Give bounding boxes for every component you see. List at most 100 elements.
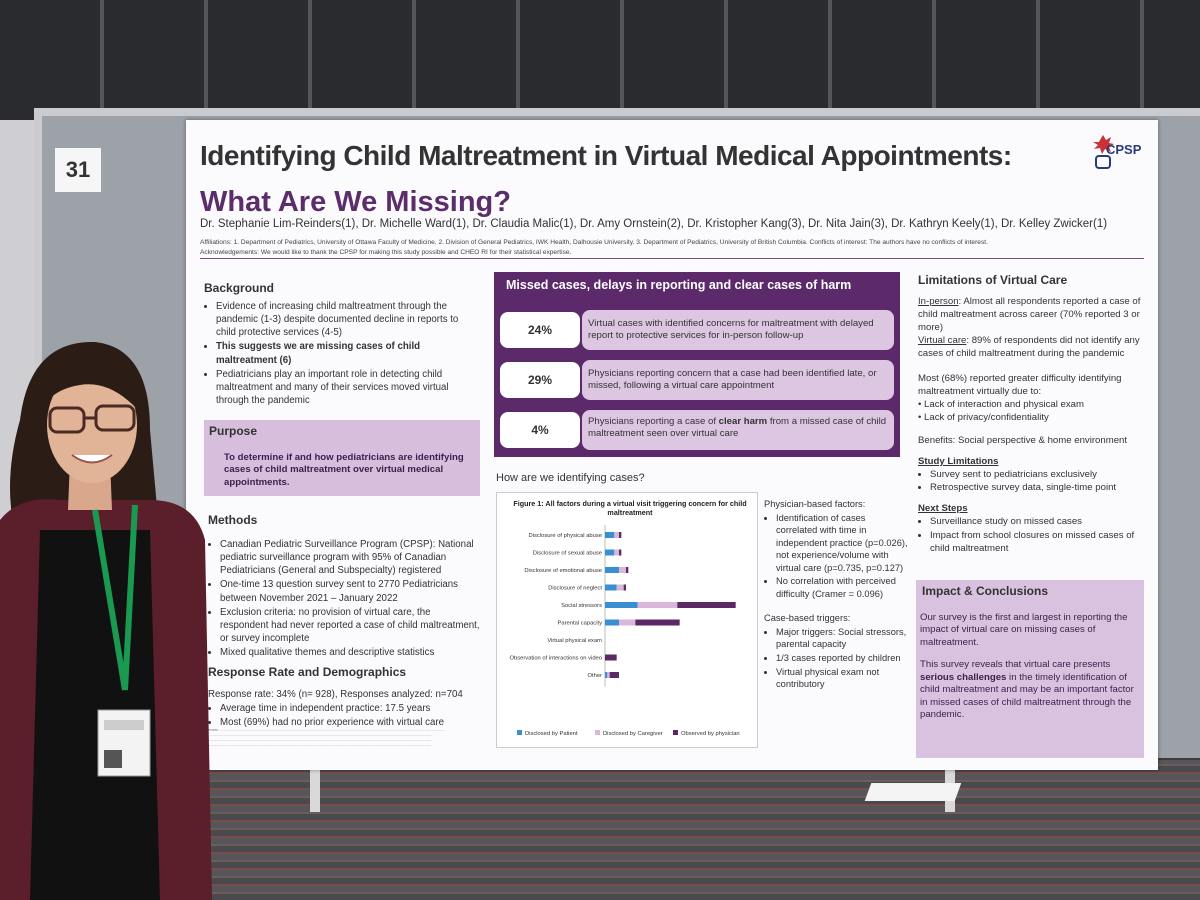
- divider: [200, 258, 1144, 259]
- bar-segment: [605, 672, 608, 678]
- stat-description: Virtual cases with identified concerns f…: [582, 310, 894, 350]
- list-item: Mixed qualitative themes and descriptive…: [220, 646, 480, 659]
- bar-segment: [626, 567, 629, 573]
- legend-label: Disclosed by Patient: [525, 731, 578, 737]
- section-heading: Purpose: [209, 424, 258, 438]
- missed-cases-panel: Missed cases, delays in reporting and cl…: [494, 272, 900, 457]
- bar-segment: [605, 602, 638, 608]
- list-item: Identification of cases correlated with …: [776, 512, 909, 575]
- impact-box: Impact & Conclusions Our survey is the f…: [916, 580, 1144, 758]
- list-item: Major triggers: Social stressors, parent…: [776, 626, 909, 651]
- bar-segment: [619, 567, 626, 573]
- background-section: Background Evidence of increasing child …: [204, 280, 480, 408]
- stacked-bar-chart: Disclosure of physical abuse Disclosure o…: [510, 525, 740, 737]
- references: References .............................…: [200, 728, 445, 747]
- subsection-heading: Study Limitations: [918, 455, 999, 467]
- bar-segment: [614, 549, 619, 556]
- list-item: Average time in independent practice: 17…: [220, 702, 480, 715]
- virtual-text: Virtual care: 89% of respondents did not…: [918, 335, 1140, 359]
- inperson-text: In-person: Almost all respondents report…: [918, 296, 1141, 334]
- bar-segment: [635, 619, 680, 626]
- category-label: Virtual physical exam: [547, 638, 602, 644]
- list-item: Virtual physical exam not contributory: [776, 666, 909, 691]
- stat-value: 29%: [500, 362, 580, 398]
- board-leg: [945, 752, 955, 812]
- legend-swatch: [595, 730, 600, 735]
- list-item: Canadian Pediatric Surveillance Program …: [220, 538, 480, 577]
- poster: Identifying Child Maltreatment in Virtua…: [186, 120, 1158, 770]
- category-label: Parental capacity: [558, 621, 603, 627]
- legend-label: Observed by physician: [681, 731, 740, 737]
- poster-title: Identifying Child Maltreatment in Virtua…: [200, 140, 1012, 171]
- board-leg: [310, 752, 320, 812]
- category-label: Other: [588, 673, 603, 679]
- bar-segment: [605, 549, 615, 556]
- bar-segment: [637, 602, 678, 608]
- list-item: No correlation with perceived difficulty…: [776, 575, 909, 600]
- list-item: Most (69%) had no prior experience with …: [220, 716, 480, 729]
- subsection-heading: Next Steps: [918, 503, 968, 515]
- poster-subtitle: What Are We Missing?: [200, 186, 511, 218]
- category-label: Disclosure of neglect: [548, 586, 602, 592]
- subsection-heading: Case-based triggers:: [764, 613, 851, 624]
- bar-segment: [609, 672, 619, 678]
- subsection-heading: Physician-based factors:: [764, 499, 866, 509]
- stat-value: 24%: [500, 312, 580, 348]
- bar-segment: [619, 532, 622, 538]
- category-label: Disclosure of sexual abuse: [533, 551, 602, 557]
- section-heading: Limitations of Virtual Care: [918, 273, 1068, 287]
- list-item: Evidence of increasing child maltreatmen…: [216, 300, 480, 339]
- section-heading: Response Rate and Demographics: [208, 665, 407, 679]
- list-item: Pediatricians play an important role in …: [216, 368, 480, 407]
- list-item: • Lack of interaction and physical exam: [918, 398, 1085, 410]
- stat-description: Physicians reporting a case of clear har…: [582, 410, 894, 450]
- purpose-box: Purpose To determine if and how pediatri…: [204, 420, 480, 496]
- list-item: Retrospective survey data, single-time p…: [930, 482, 1148, 495]
- impact-text: Our survey is the first and largest in r…: [920, 612, 1134, 721]
- paper-on-floor: [864, 783, 962, 801]
- list-item: • Lack of privacy/confidentiality: [918, 411, 1049, 423]
- response-section: Response Rate and Demographics Response …: [208, 664, 480, 730]
- list-item: This suggests we are missing cases of ch…: [216, 340, 480, 366]
- background-curtain: [0, 0, 1200, 120]
- list-item: One-time 13 question survey sent to 2770…: [220, 578, 480, 604]
- panel-heading: Missed cases, delays in reporting and cl…: [506, 278, 852, 292]
- affiliations: Affiliations: 1. Department of Pediatric…: [200, 239, 988, 256]
- stat-value: 4%: [500, 412, 580, 448]
- bar-segment: [607, 672, 610, 678]
- category-label: Disclosure of physical abuse: [529, 533, 602, 539]
- difficulty-text: Most (68%) reported greater difficulty i…: [918, 372, 1122, 397]
- bar-segment: [614, 532, 619, 538]
- author-list: Dr. Stephanie Lim-Reinders(1), Dr. Miche…: [200, 218, 1108, 230]
- legend-swatch: [673, 730, 678, 735]
- limitations-section: Limitations of Virtual Care In-person: A…: [918, 272, 1148, 557]
- cpsp-logo-icon: [1093, 135, 1114, 169]
- bar-segment: [623, 584, 626, 591]
- logo-text: CPSP: [1106, 142, 1142, 157]
- how-heading: How are we identifying cases?: [496, 472, 645, 484]
- response-rate: Response rate: 34% (n= 928), Responses a…: [208, 689, 463, 701]
- bar-segment: [616, 584, 624, 591]
- list-item: Exclusion criteria: no provision of virt…: [220, 606, 480, 645]
- benefits-text: Benefits: Social perspective & home envi…: [918, 434, 1128, 446]
- bar-segment: [605, 567, 619, 573]
- section-heading: Background: [204, 281, 275, 295]
- section-heading: Impact & Conclusions: [922, 584, 1049, 598]
- list-item: Survey sent to pediatricians exclusively: [930, 469, 1148, 482]
- category-label: Observation of interactions on video: [510, 656, 602, 662]
- category-label: Social stressors: [561, 603, 602, 609]
- physician-factors: Physician-based factors: Identification …: [764, 498, 909, 692]
- figure-1-chart: Figure 1: All factors during a virtual v…: [496, 492, 758, 748]
- booth-number: 31: [55, 148, 101, 192]
- methods-section: Methods Canadian Pediatric Surveillance …: [208, 512, 480, 660]
- list-item: Impact from school closures on missed ca…: [930, 530, 1148, 556]
- section-heading: Methods: [208, 513, 258, 527]
- category-label: Disclosure of emotional abuse: [524, 568, 602, 574]
- bar-segment: [605, 584, 617, 591]
- bar-segment: [619, 619, 636, 626]
- presenter-person: [0, 341, 212, 900]
- bar-segment: [619, 549, 622, 556]
- legend-label: Disclosed by Caregiver: [603, 731, 663, 737]
- chart-title: Figure 1: All factors during a virtual v…: [513, 499, 747, 517]
